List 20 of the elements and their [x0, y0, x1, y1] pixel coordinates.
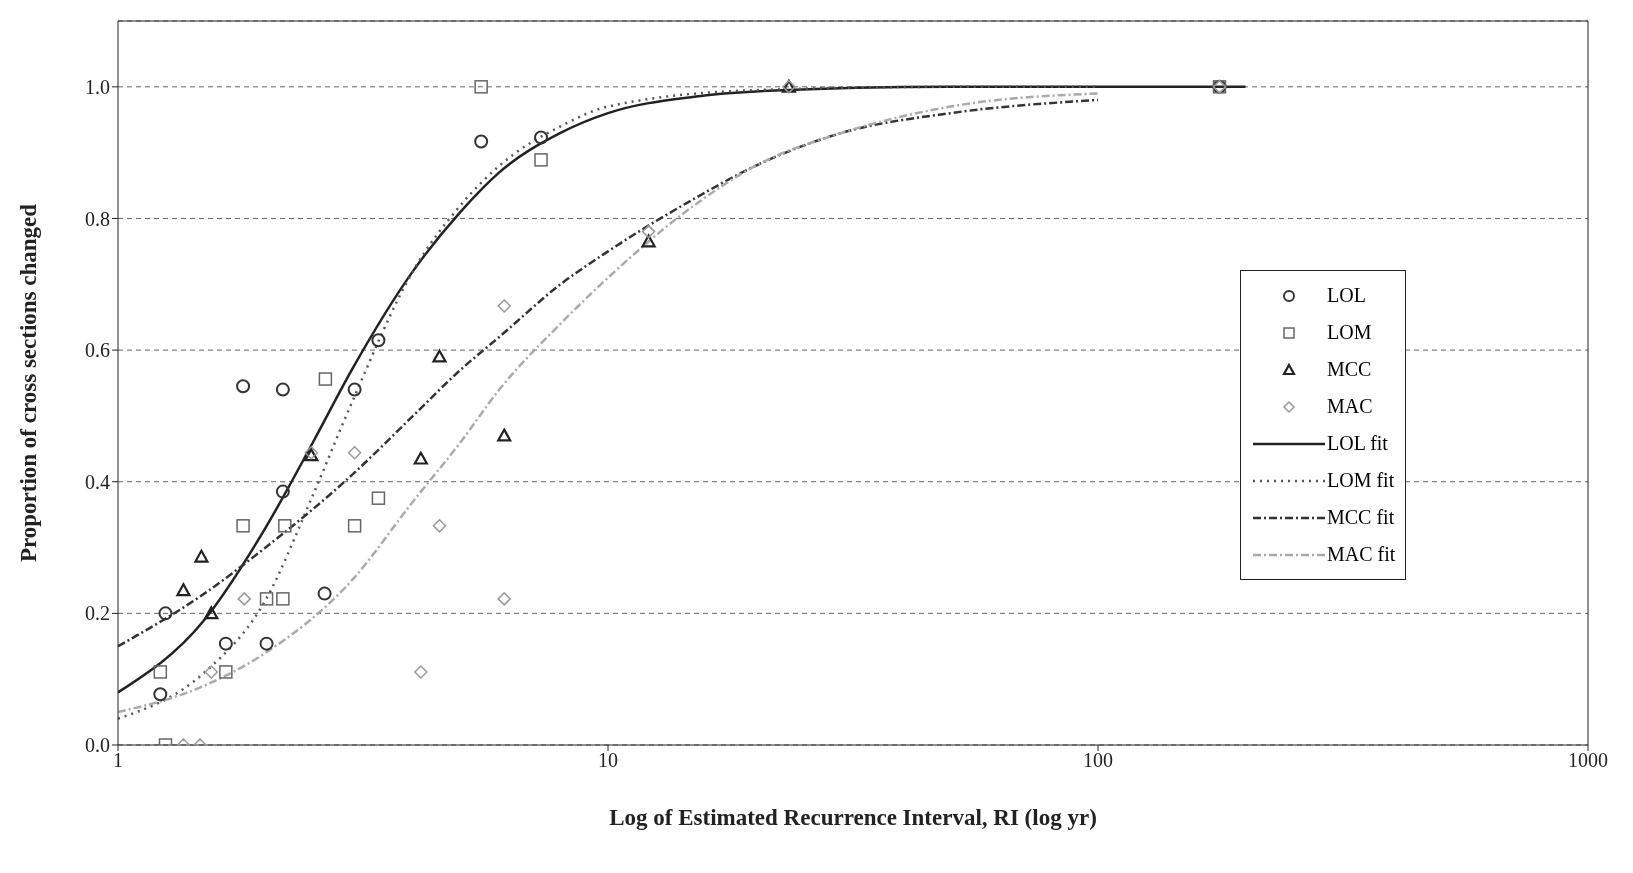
x-tick-label: 100 — [1083, 749, 1113, 772]
x-tick-label: 10 — [598, 749, 618, 772]
y-tick-label: 1.0 — [85, 75, 110, 98]
x-tick-label: 1000 — [1568, 749, 1608, 772]
x-axis-title: Log of Estimated Recurrence Interval, RI (log yr) — [609, 805, 1097, 830]
y-tick-label: 0.4 — [85, 470, 110, 493]
y-tick-label: 0.2 — [85, 602, 110, 625]
legend-label: MCC fit — [1327, 506, 1395, 529]
x-tick-label: 1 — [113, 749, 123, 772]
legend-label: LOM — [1327, 321, 1372, 344]
legend-label: MCC — [1327, 358, 1372, 381]
y-tick-label: 0.0 — [85, 734, 110, 757]
legend-label: LOL fit — [1327, 432, 1388, 455]
y-tick-label: 0.8 — [85, 207, 110, 230]
legend-label: MAC fit — [1327, 543, 1396, 566]
legend-label: LOM fit — [1327, 469, 1395, 492]
legend-label: LOL — [1327, 284, 1366, 307]
y-tick-label: 0.6 — [85, 339, 110, 362]
y-axis-title: Proportion of cross sections changed — [16, 203, 42, 563]
legend-label: MAC — [1327, 395, 1373, 418]
